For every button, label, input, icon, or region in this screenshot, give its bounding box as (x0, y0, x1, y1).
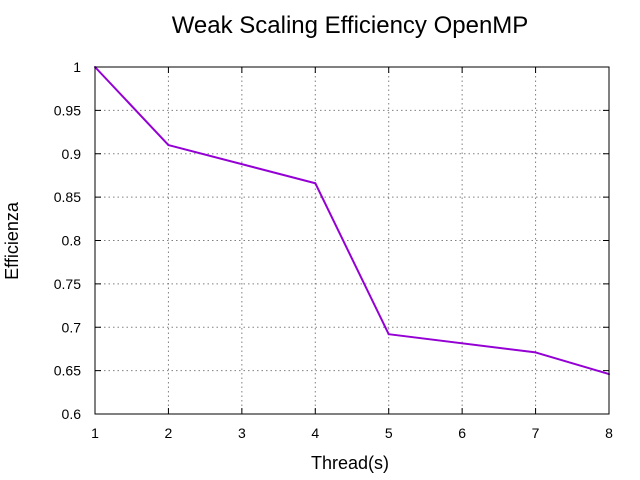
grid (95, 67, 609, 414)
x-tick-label: 8 (605, 425, 613, 441)
series-layer (94, 66, 610, 375)
data-point (167, 144, 169, 146)
x-tick-label: 3 (238, 425, 246, 441)
y-tick-label: 0.95 (54, 102, 81, 118)
series-line (95, 67, 609, 374)
y-tick-label: 0.8 (62, 233, 82, 249)
x-axis-label: Thread(s) (311, 453, 389, 473)
x-tick-label: 4 (311, 425, 319, 441)
y-tick-label: 1 (73, 59, 81, 75)
chart-title: Weak Scaling Efficiency OpenMP (172, 12, 529, 39)
y-tick-label: 0.65 (54, 363, 81, 379)
ticks: 1 2 3 4 5 6 7 8 0.6 0.65 0.7 0.75 0.8 0.85 0.9 0.95 1 (54, 59, 613, 441)
x-tick-label: 5 (385, 425, 393, 441)
y-tick-label: 0.7 (62, 319, 82, 335)
x-tick-label: 6 (458, 425, 466, 441)
y-tick-label: 0.75 (54, 276, 81, 292)
data-point (314, 182, 316, 184)
x-tick-label: 1 (91, 425, 99, 441)
data-point (535, 351, 537, 353)
x-tick-label: 7 (532, 425, 540, 441)
data-point (388, 333, 390, 335)
x-tick-label: 2 (165, 425, 173, 441)
y-tick-label: 0.85 (54, 189, 81, 205)
y-tick-label: 0.9 (62, 146, 82, 162)
y-axis-label: Efficienza (2, 201, 22, 280)
y-tick-label: 0.6 (62, 406, 82, 422)
